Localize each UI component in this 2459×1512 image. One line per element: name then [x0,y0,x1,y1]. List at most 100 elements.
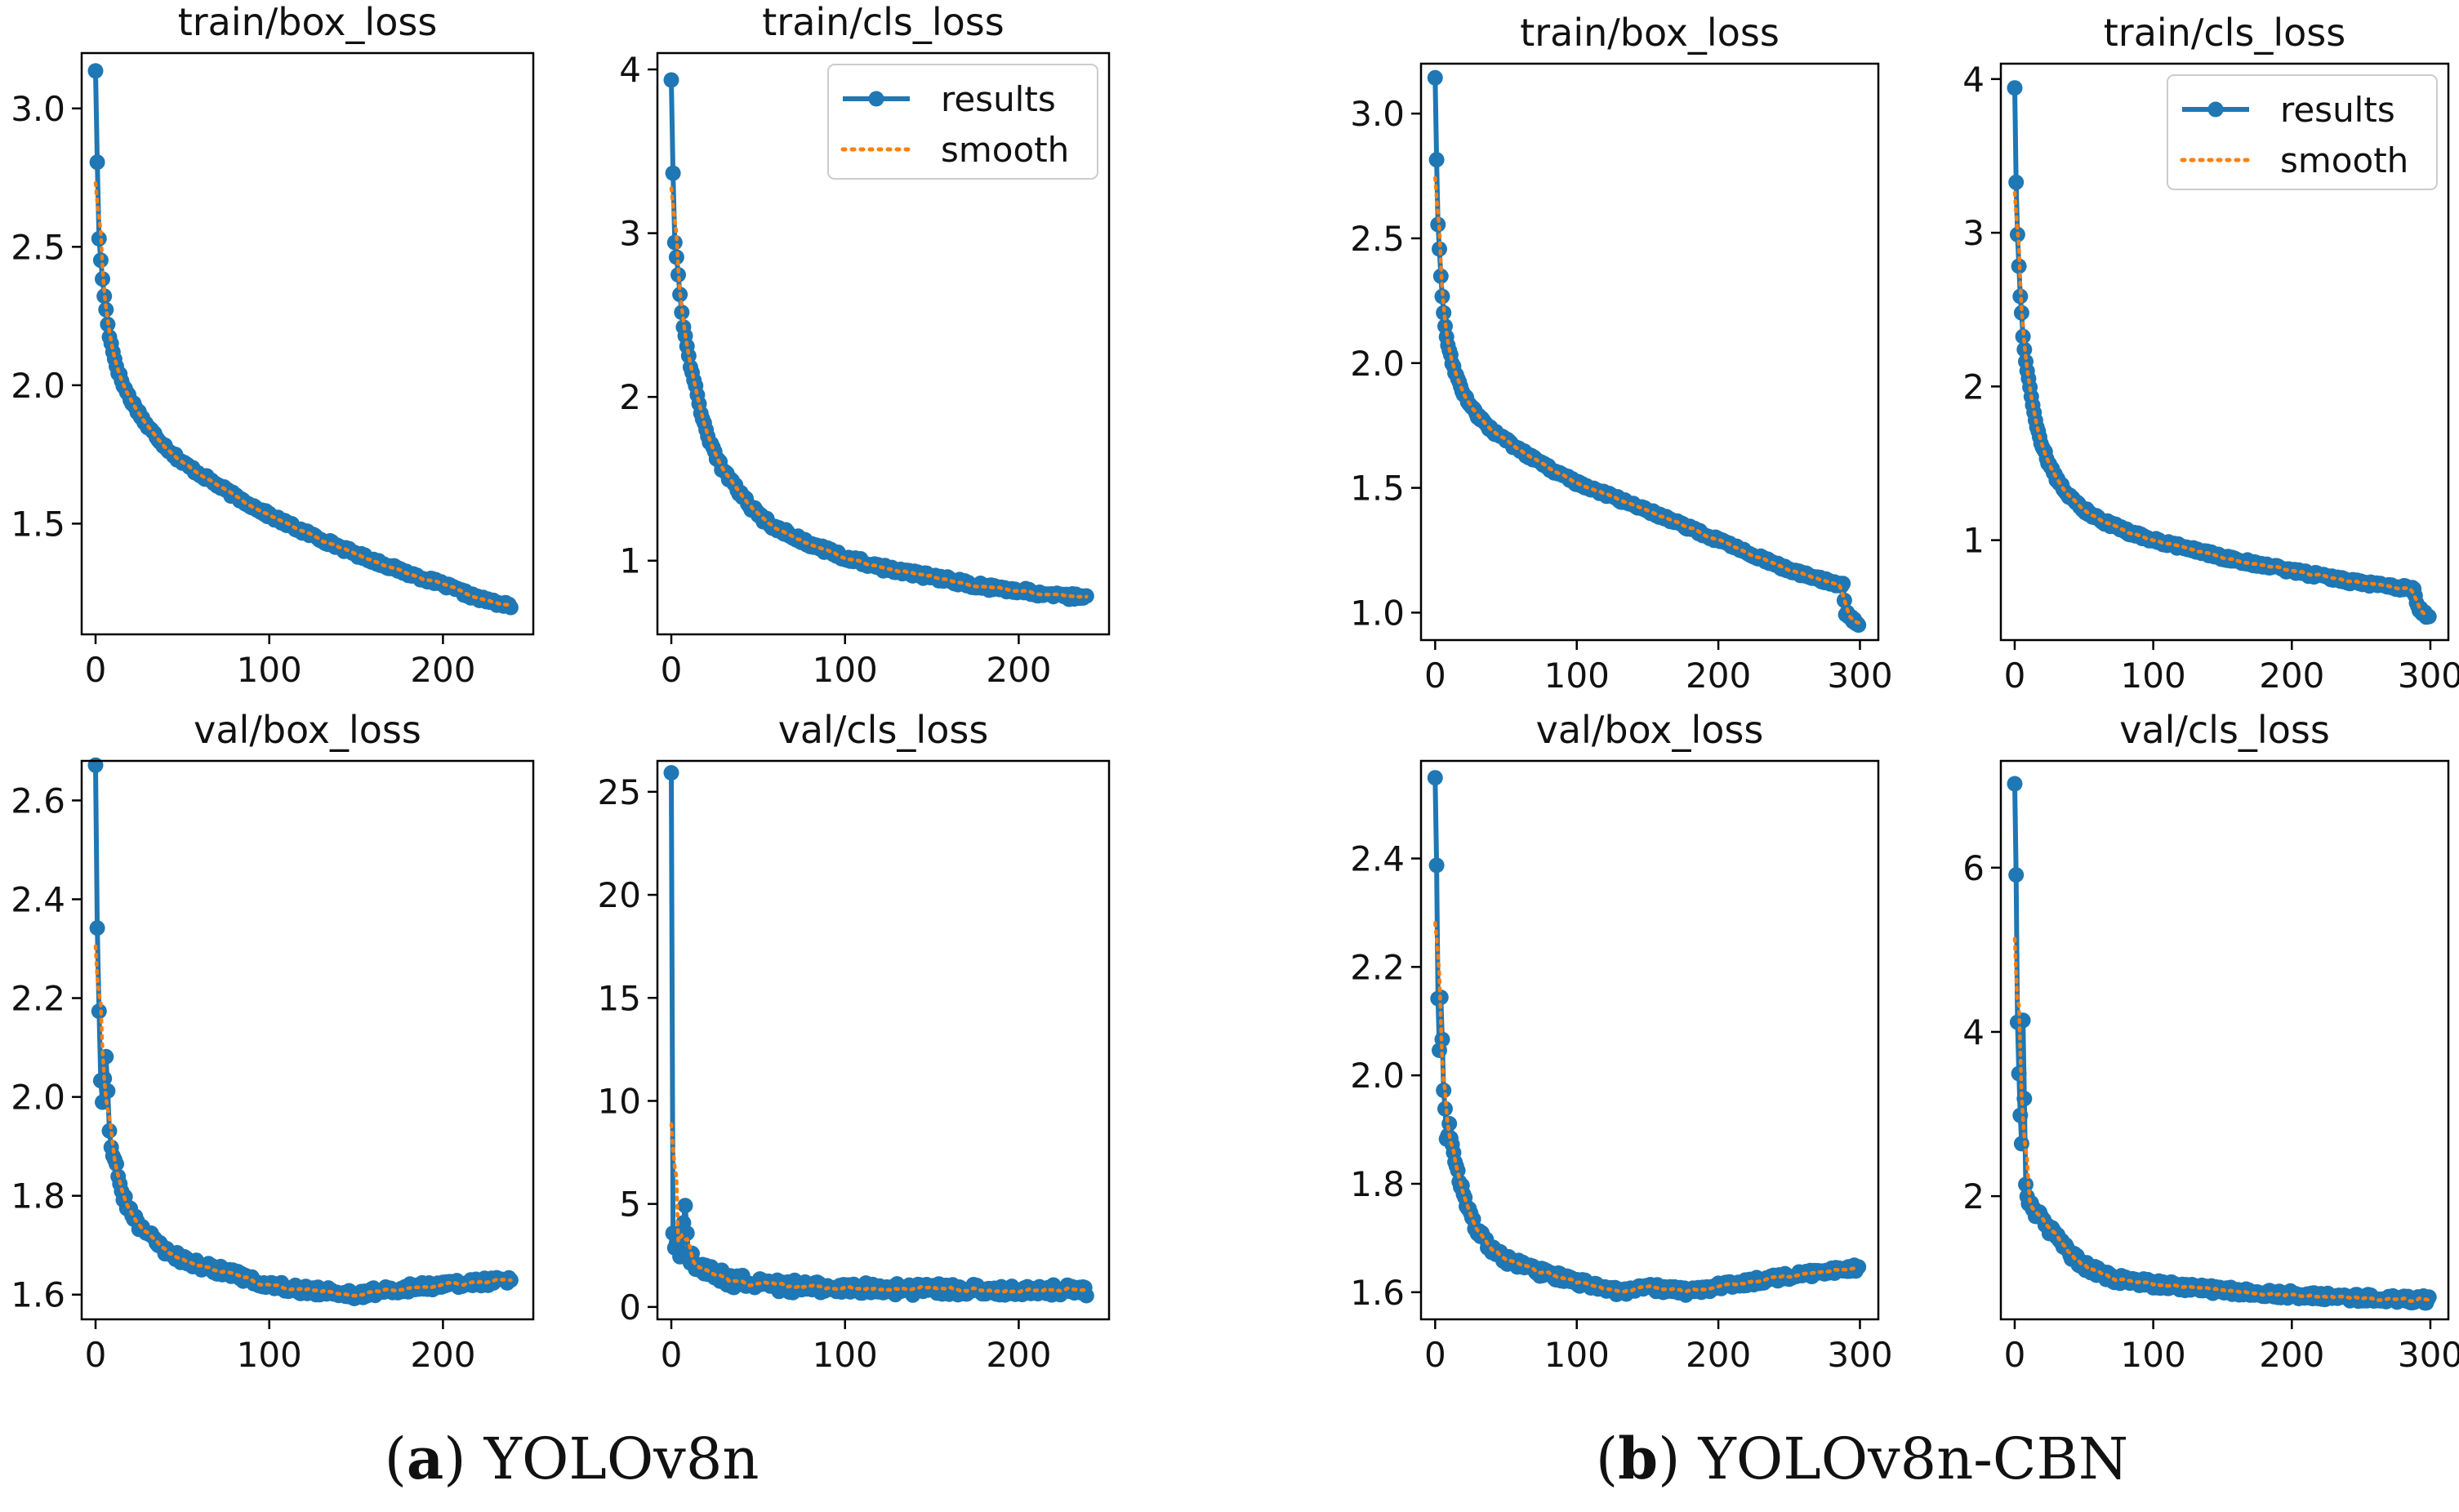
y-tick-label: 1 [1962,521,1985,561]
x-tick-label: 0 [85,650,107,690]
results-point [2015,1012,2031,1029]
x-tick-label: 100 [1544,656,1610,696]
chart-title: val/cls_loss [2119,708,2330,752]
x-tick-label: 100 [1544,1335,1610,1375]
smooth-series-line [1433,176,1860,625]
x-tick-label: 0 [1424,656,1446,696]
x-tick-label: 200 [2259,1335,2324,1375]
y-tick-label: 20 [598,875,641,915]
smooth-series-line [1433,921,1860,1294]
results-point [2018,1176,2034,1193]
results-point [2012,1107,2029,1123]
results-point [1436,1083,1452,1099]
y-tick-label: 3 [1962,213,1985,253]
y-tick-label: 2.0 [11,1078,65,1118]
results-point [87,757,104,773]
y-tick-label: 3 [619,214,641,254]
x-tick-label: 100 [237,1335,302,1375]
results-point [1434,288,1450,305]
chart-panel: val/cls_loss 0 100 200 300 2 4 6 [1962,708,2459,1375]
x-tick-label: 0 [2004,656,2026,696]
results-point [91,1003,107,1020]
y-tick-label: 2.0 [11,366,65,406]
results-point [1450,1163,1466,1179]
results-point [2007,80,2023,96]
y-tick-label: 2.5 [11,227,65,267]
x-tick-label: 300 [2398,656,2459,696]
results-point [2008,174,2025,190]
smooth-series-line [93,180,513,607]
results-point [98,1048,114,1065]
results-point [665,165,681,181]
y-tick-label: 2.0 [1350,1056,1405,1096]
results-point [2007,776,2023,792]
y-tick-label: 5 [619,1185,641,1225]
smooth-series-line [669,1122,1089,1295]
results-point [679,1225,695,1241]
results-point [98,301,114,318]
results-point [2015,328,2031,345]
y-tick-label: 4 [1962,1012,1985,1052]
x-tick-label: 300 [1827,1335,1892,1375]
plot-frame [80,759,535,1321]
x-tick-label: 100 [2121,1335,2186,1375]
plot-frame [80,51,535,636]
legend-results-label: results [941,79,1056,119]
results-point [92,252,109,269]
legend-results-marker [2207,101,2224,118]
results-series-line [1432,777,1860,1298]
results-point [2013,1136,2029,1152]
y-tick-label: 2 [619,377,641,417]
results-point [677,1198,693,1214]
y-tick-label: 6 [1962,848,1985,888]
legend-smooth-label: smooth [941,130,1069,170]
results-point [1851,1259,1867,1275]
y-tick-label: 0 [619,1287,641,1327]
results-point [2016,1091,2033,1107]
y-tick-label: 2.4 [11,879,65,919]
x-tick-label: 0 [1424,1335,1446,1375]
chart-panel: val/box_loss 0 100 200 1.6 1.8 2.0 2.2 2.4 2.6 [11,708,535,1375]
results-series-line [2012,783,2431,1305]
results-point [2012,288,2029,305]
results-point [2011,1065,2027,1082]
x-tick-label: 100 [2121,656,2186,696]
results-point [668,249,684,265]
x-tick-label: 300 [1827,656,1892,696]
chart-title: val/cls_loss [778,708,989,752]
y-tick-label: 2.2 [11,979,65,1019]
plot-frame [1419,62,1880,642]
x-tick-label: 200 [986,1335,1051,1375]
x-tick-label: 0 [85,1335,107,1375]
chart-title: train/cls_loss [762,0,1004,44]
y-tick-label: 4 [619,50,641,90]
chart-panel: train/box_loss 0 100 200 300 1.0 1.5 2.0 2.5 3.0 [1350,11,1892,696]
x-tick-label: 0 [661,1335,683,1375]
results-point [663,72,679,88]
y-tick-label: 1.5 [1350,469,1405,509]
results-point [89,154,105,171]
results-point [1432,241,1447,257]
chart-title: train/box_loss [1520,11,1780,55]
y-tick-label: 2.6 [11,780,65,820]
results-point [1427,69,1443,86]
caption-a-letter: a [406,1425,444,1492]
results-point [1427,770,1443,786]
y-tick-label: 1.6 [1350,1273,1405,1313]
caption-a-model: YOLOv8n [483,1425,760,1492]
smooth-series-line [2012,936,2431,1303]
results-point [1428,857,1445,874]
x-tick-label: 200 [1686,1335,1751,1375]
x-tick-label: 100 [813,650,878,690]
results-point [663,765,679,781]
y-tick-label: 1.8 [1350,1164,1405,1204]
chart-panel: train/box_loss 0 100 200 1.5 2.0 2.5 3.0 [11,0,535,690]
results-series-line [1432,78,1861,627]
x-tick-label: 200 [410,1335,475,1375]
caption-b-model: YOLOv8n-CBN [1698,1425,2129,1492]
caption-b: (b) YOLOv8n-CBN [1595,1425,2129,1492]
legend: results smooth [2167,74,2438,190]
y-tick-label: 1.0 [1350,593,1405,633]
results-point [89,920,105,936]
